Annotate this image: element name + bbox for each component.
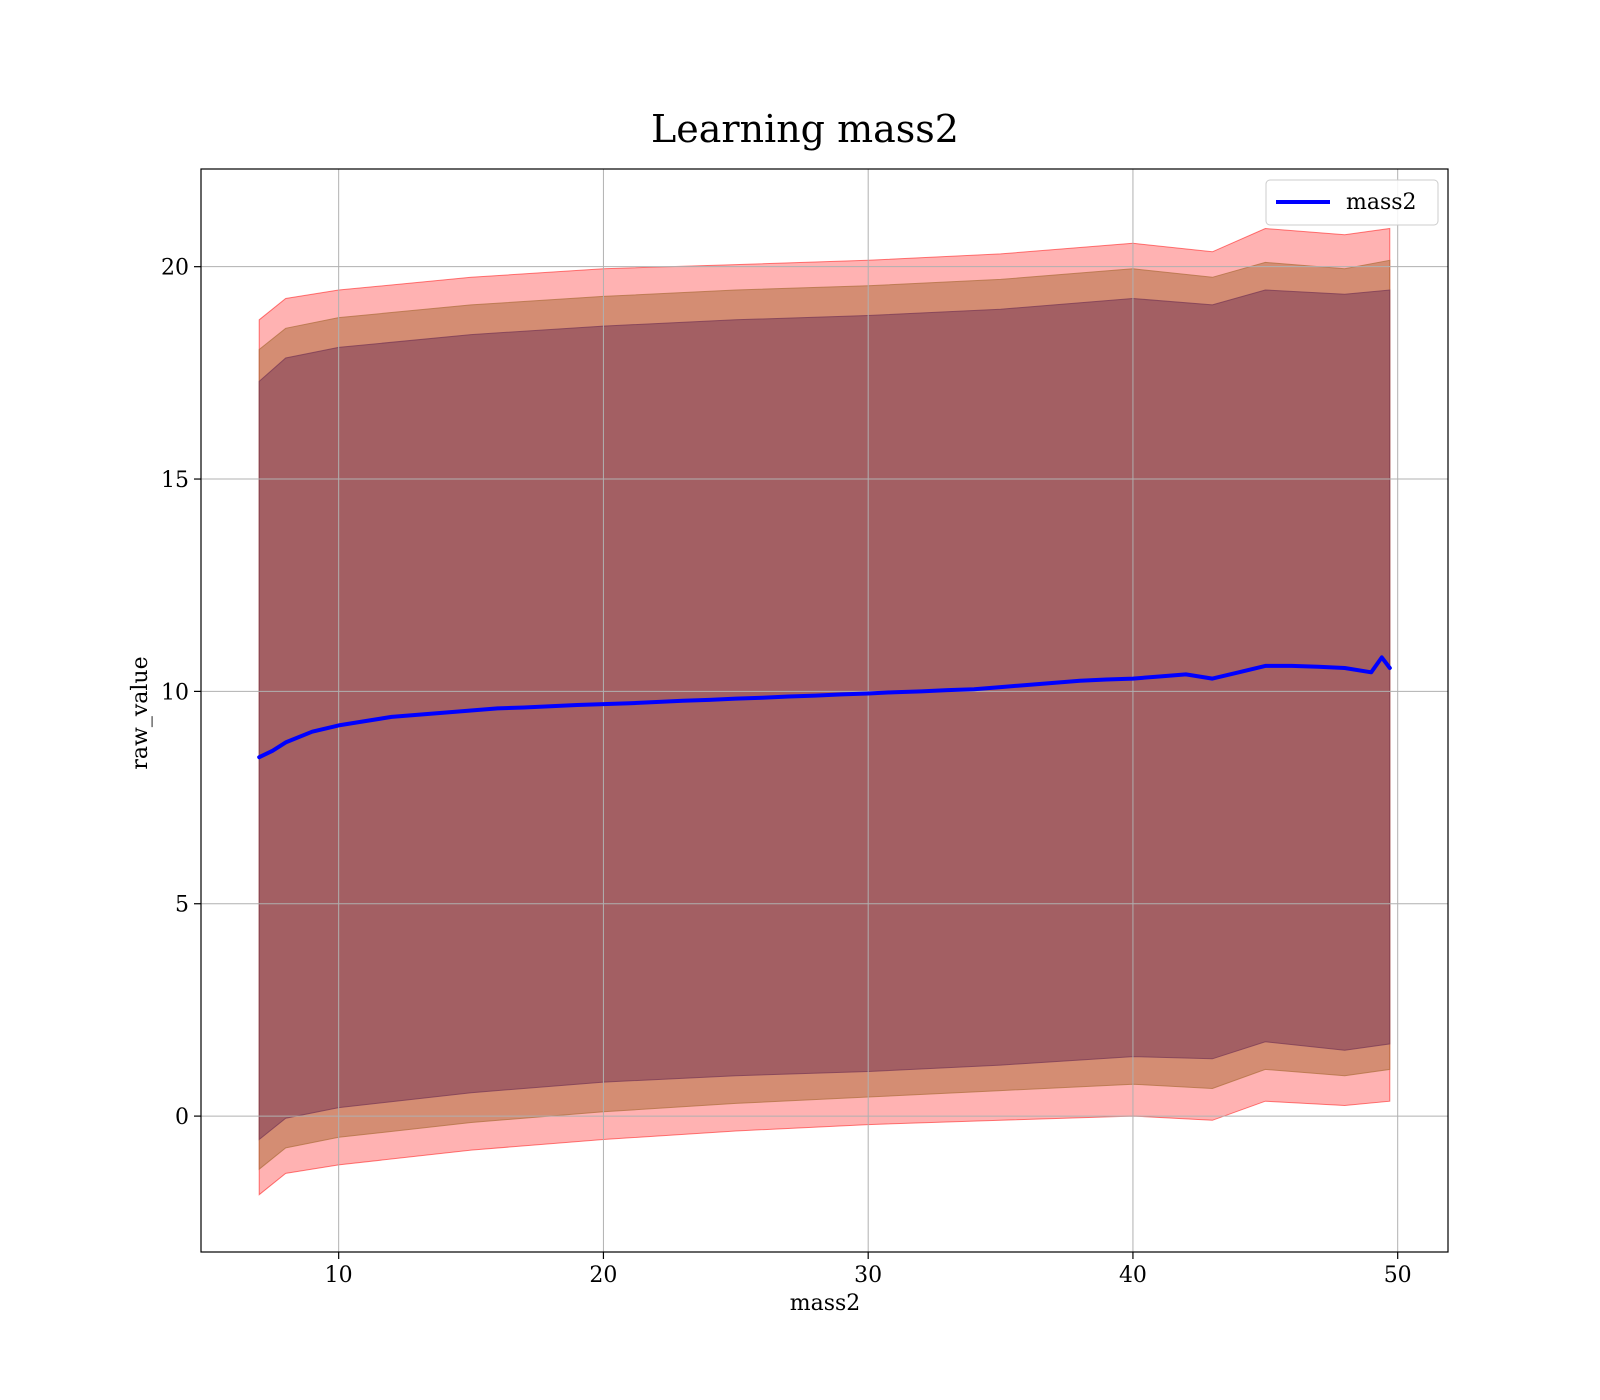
y-tick-label: 10 [161,680,189,705]
legend-box [1265,179,1439,226]
y-tick-label: 15 [161,468,189,493]
legend-entry-label: mass2 [1346,190,1417,215]
y-tick-label: 20 [161,256,189,281]
grid [201,169,1448,1252]
y-axis-label: raw_value [128,656,153,769]
x-tick-label: 30 [854,1263,882,1288]
y-tick-label: 0 [175,1105,189,1130]
uncertainty-band-3 [258,289,1391,1141]
x-tick-label: 20 [589,1263,617,1288]
x-axis-label: mass2 [790,1291,861,1316]
y-tick-label: 5 [175,893,189,918]
series-line-mass2 [257,655,1392,760]
chart-title: Learning mass2 [651,107,959,151]
axis-ticks: 10 20 30 40 50 0 5 10 15 20 [161,256,1412,1288]
plot-frame [200,168,1449,1253]
legend: mass2 [1265,179,1439,226]
uncertainty-bands [258,227,1391,1196]
x-tick-label: 50 [1384,1263,1412,1288]
x-tick-label: 40 [1119,1263,1147,1288]
x-tick-label: 10 [325,1263,353,1288]
series-lines [257,655,1392,760]
